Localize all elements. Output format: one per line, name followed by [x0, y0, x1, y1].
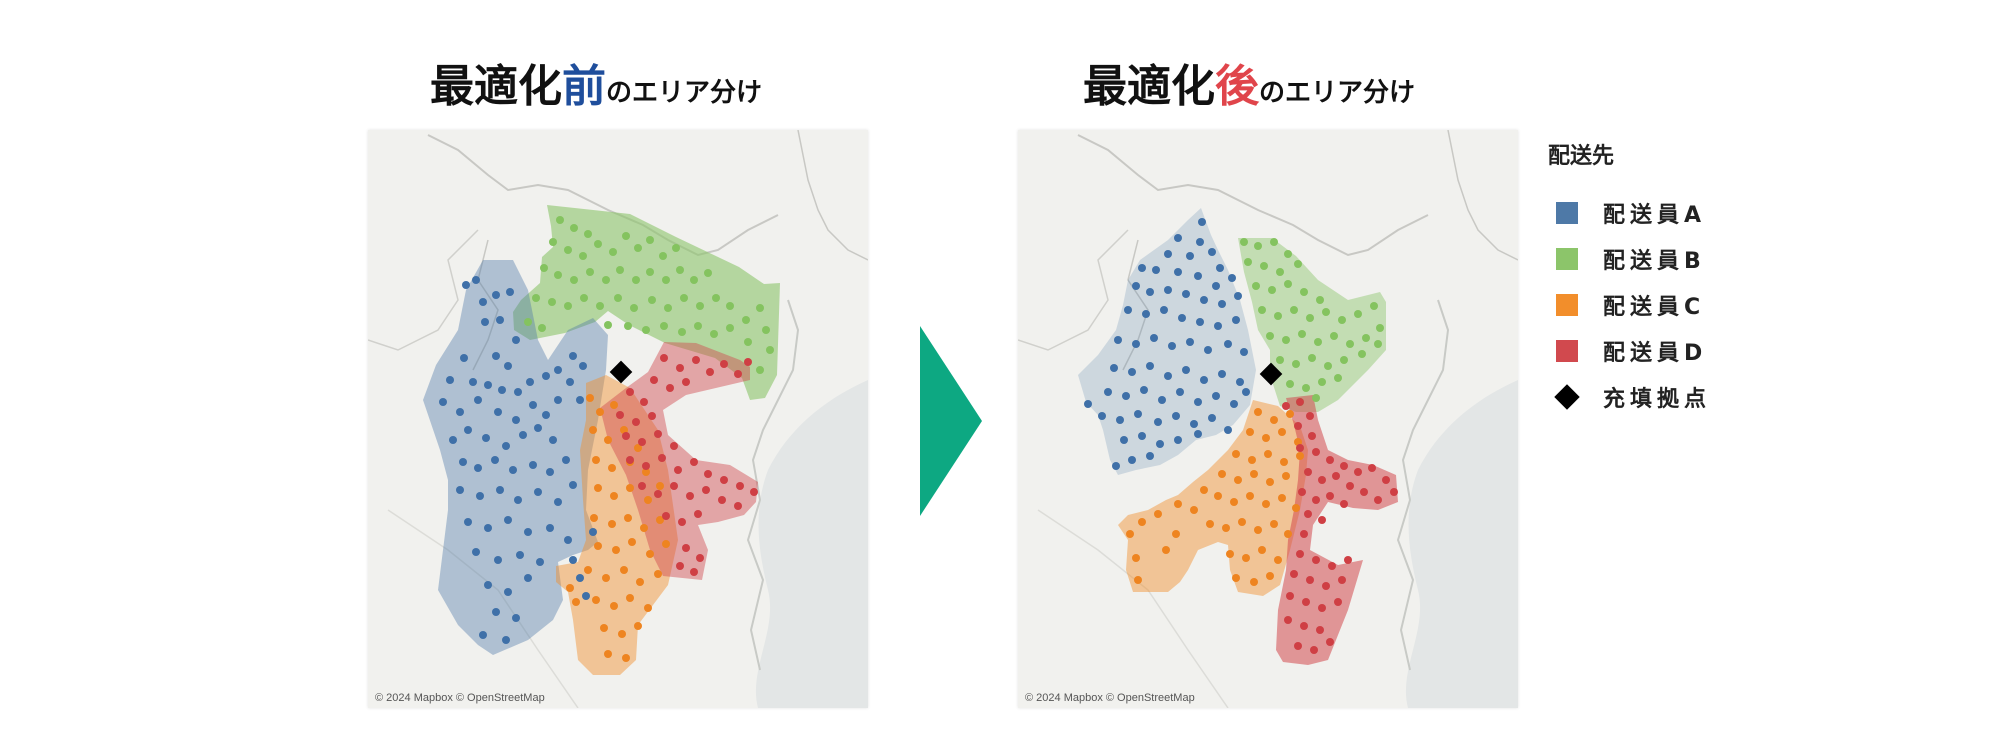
title-before-suffix: のエリア分け [606, 78, 763, 108]
coastline [1396, 299, 1450, 671]
boundary-line [427, 134, 779, 257]
area-A-before [423, 260, 608, 655]
title-after-prefix: 最適化 [1083, 61, 1215, 112]
points-D-after [1282, 398, 1398, 654]
legend-swatch-d [1556, 340, 1578, 362]
legend: 配送先 配送員A 配送員B 配送員C 配送員D 充填拠点 [1548, 138, 1711, 420]
boundary-line-3 [1018, 229, 1129, 351]
area-A-after [1078, 208, 1256, 475]
boundary-line-3 [368, 229, 479, 351]
legend-item-b[interactable]: 配送員B [1548, 236, 1711, 282]
legend-item-a[interactable]: 配送員A [1548, 190, 1711, 236]
title-before: 最適化前のエリア分け [430, 50, 763, 112]
points-A-after [1084, 218, 1250, 470]
right-triangle-arrow-icon [920, 326, 982, 516]
coastline [746, 299, 800, 671]
boundary-line [1077, 134, 1429, 257]
diamond-icon [1556, 386, 1578, 408]
bay-water [755, 380, 868, 708]
map-after-canvas [1018, 130, 1518, 708]
area-C-before [556, 375, 678, 675]
boundary-line-4 [797, 130, 868, 261]
title-after: 最適化後のエリア分け [1083, 50, 1416, 112]
legend-label-b: 配送員B [1603, 249, 1706, 274]
bay-water [1405, 380, 1518, 708]
points-A-before [439, 276, 597, 644]
title-before-prefix: 最適化 [430, 61, 562, 112]
legend-item-d[interactable]: 配送員D [1548, 328, 1711, 374]
points-D-before [616, 354, 758, 576]
legend-swatch-b [1556, 248, 1578, 270]
legend-item-c[interactable]: 配送員C [1548, 282, 1711, 328]
title-before-keyword: 前 [562, 61, 606, 112]
road [387, 509, 579, 708]
boundary-line-2 [472, 239, 499, 371]
points-B-before [524, 216, 774, 374]
map-attribution-before: © 2024 Mapbox © OpenStreetMap [375, 692, 545, 704]
legend-item-depot[interactable]: 充填拠点 [1548, 374, 1711, 420]
area-D-before [600, 342, 758, 580]
title-after-suffix: のエリア分け [1259, 78, 1416, 108]
points-C-after [1126, 408, 1304, 586]
legend-label-depot: 充填拠点 [1603, 387, 1712, 412]
road [1037, 509, 1229, 708]
legend-label-a: 配送員A [1603, 203, 1707, 228]
map-before-canvas [368, 130, 868, 708]
boundary-line-2 [1122, 239, 1149, 371]
title-after-keyword: 後 [1215, 61, 1259, 112]
points-C-before [566, 394, 670, 662]
area-D-after [1276, 395, 1398, 665]
legend-label-d: 配送員D [1603, 341, 1708, 366]
legend-label-c: 配送員C [1603, 295, 1706, 320]
map-after[interactable]: © 2024 Mapbox © OpenStreetMap [1018, 130, 1518, 708]
boundary-line-4 [1447, 130, 1518, 261]
legend-title: 配送先 [1548, 144, 1615, 169]
legend-swatch-a [1556, 202, 1578, 224]
map-before[interactable]: © 2024 Mapbox © OpenStreetMap [368, 130, 868, 708]
legend-swatch-c [1556, 294, 1578, 316]
map-attribution-after: © 2024 Mapbox © OpenStreetMap [1025, 692, 1195, 704]
